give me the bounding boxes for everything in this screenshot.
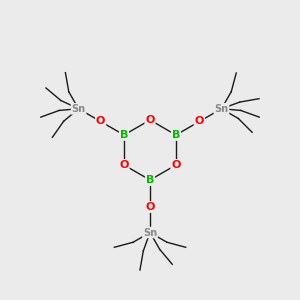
Text: O: O (171, 160, 181, 170)
Text: O: O (145, 115, 155, 125)
Text: Sn: Sn (143, 227, 157, 238)
Text: O: O (145, 202, 155, 212)
Text: B: B (120, 130, 128, 140)
Text: B: B (146, 175, 154, 185)
Text: O: O (195, 116, 204, 127)
Text: Sn: Sn (214, 104, 229, 114)
Text: O: O (119, 160, 129, 170)
Text: Sn: Sn (71, 104, 85, 114)
Text: B: B (172, 130, 180, 140)
Text: O: O (96, 116, 105, 127)
